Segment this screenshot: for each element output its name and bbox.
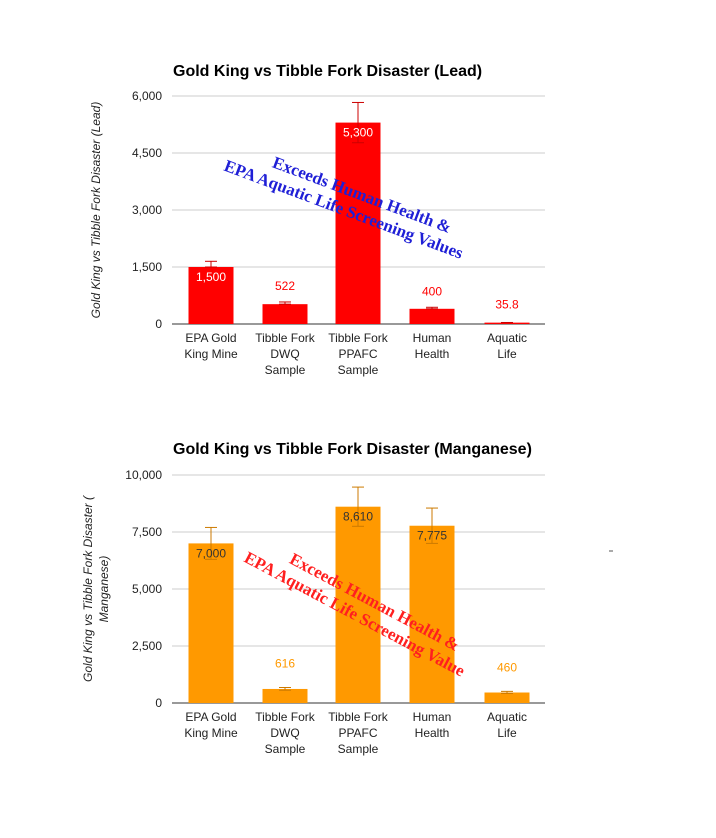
y-tick-label: 0 [155, 317, 162, 331]
category-label-line: PPAFC [338, 347, 377, 361]
data-label: 400 [422, 284, 442, 298]
category-label: Human Health [413, 331, 452, 361]
category-label-line: PPAFC [338, 726, 377, 740]
chart-title: Gold King vs Tibble Fork Disaster (Manga… [173, 441, 532, 458]
y-axis-label-line: Manganese) [97, 556, 111, 623]
category-label: Tibble Fork PPAFC Sample [328, 710, 389, 756]
category-label-line: Tibble Fork [255, 331, 316, 345]
bar [409, 525, 455, 703]
category-label: Tibble Fork DWQ Sample [255, 710, 316, 756]
category-label-line: Sample [265, 742, 306, 756]
data-label: 460 [497, 660, 517, 674]
chart-title: Gold King vs Tibble Fork Disaster (Lead) [173, 63, 482, 80]
category-label-line: EPA Gold [185, 331, 236, 345]
data-label: 5,300 [343, 126, 373, 140]
category-label-line: DWQ [270, 347, 299, 361]
bar [188, 543, 234, 703]
category-label-line: Sample [338, 742, 379, 756]
data-label: 522 [275, 279, 295, 293]
category-label-line: Tibble Fork [328, 331, 389, 345]
y-tick-label: 1,500 [132, 260, 162, 274]
category-label: Aquatic Life [487, 331, 527, 361]
data-label: 7,775 [417, 529, 447, 543]
data-label: 616 [275, 656, 295, 670]
bar [262, 688, 308, 703]
bar [409, 308, 455, 324]
category-label: Aquatic Life [487, 710, 527, 740]
category-label-line: Sample [265, 363, 306, 377]
chart-2: Gold King vs Tibble Fork Disaster (Manga… [81, 441, 545, 756]
data-label: 1,500 [196, 270, 226, 284]
y-tick-label: 0 [155, 696, 162, 710]
category-label-line: Health [415, 347, 450, 361]
y-axis-label: Gold King vs Tibble Fork Disaster (Manga… [81, 494, 111, 682]
y-tick-label: 4,500 [132, 146, 162, 160]
category-label: Human Health [413, 710, 452, 740]
bar [335, 122, 381, 324]
category-label-line: Tibble Fork [328, 710, 389, 724]
bar [484, 692, 530, 703]
data-label: 7,000 [196, 546, 226, 560]
category-label-line: DWQ [270, 726, 299, 740]
category-label-line: EPA Gold [185, 710, 236, 724]
category-label-line: Life [497, 726, 517, 740]
category-label-line: Human [413, 710, 452, 724]
category-label-line: Health [415, 726, 450, 740]
category-label: Tibble Fork PPAFC Sample [328, 331, 389, 377]
y-tick-label: 7,500 [132, 525, 162, 539]
y-axis-label-line: Gold King vs Tibble Fork Disaster ( [81, 494, 95, 682]
y-axis-label-line: Gold King vs Tibble Fork Disaster (Lead) [89, 102, 103, 319]
bar [484, 322, 530, 324]
category-label-line: Sample [338, 363, 379, 377]
category-label-line: Tibble Fork [255, 710, 316, 724]
y-tick-label: 2,500 [132, 639, 162, 653]
category-label: EPA Gold King Mine [184, 331, 238, 361]
y-tick-label: 5,000 [132, 582, 162, 596]
category-label-line: Aquatic [487, 710, 527, 724]
y-tick-label: 3,000 [132, 203, 162, 217]
category-label-line: Aquatic [487, 331, 527, 345]
category-label-line: King Mine [184, 726, 238, 740]
bar [188, 267, 234, 324]
y-tick-label: 6,000 [132, 89, 162, 103]
y-axis-label: Gold King vs Tibble Fork Disaster (Lead) [89, 102, 103, 319]
category-label: EPA Gold King Mine [184, 710, 238, 740]
bar [262, 304, 308, 324]
category-label-line: Life [497, 347, 517, 361]
category-label-line: Human [413, 331, 452, 345]
bar [335, 506, 381, 703]
chart-1: Gold King vs Tibble Fork Disaster (Lead)… [89, 63, 545, 377]
category-label: Tibble Fork DWQ Sample [255, 331, 316, 377]
data-label: 8,610 [343, 510, 373, 524]
y-tick-label: 10,000 [125, 468, 162, 482]
data-label: 35.8 [495, 298, 519, 312]
category-label-line: King Mine [184, 347, 238, 361]
